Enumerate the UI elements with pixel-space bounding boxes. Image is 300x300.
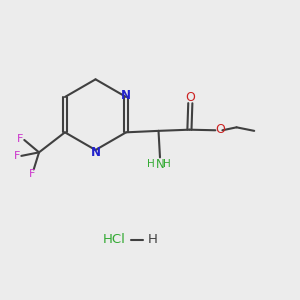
Text: F: F (14, 151, 20, 161)
Text: H: H (148, 233, 158, 246)
Text: F: F (29, 169, 36, 178)
Text: N: N (91, 146, 101, 159)
Text: H: H (147, 159, 154, 170)
Text: O: O (185, 91, 195, 104)
Text: HCl: HCl (103, 233, 126, 246)
Text: N: N (121, 89, 131, 102)
Text: N: N (156, 158, 164, 171)
Text: O: O (215, 124, 225, 136)
Text: H: H (164, 159, 171, 170)
Text: F: F (17, 134, 23, 144)
